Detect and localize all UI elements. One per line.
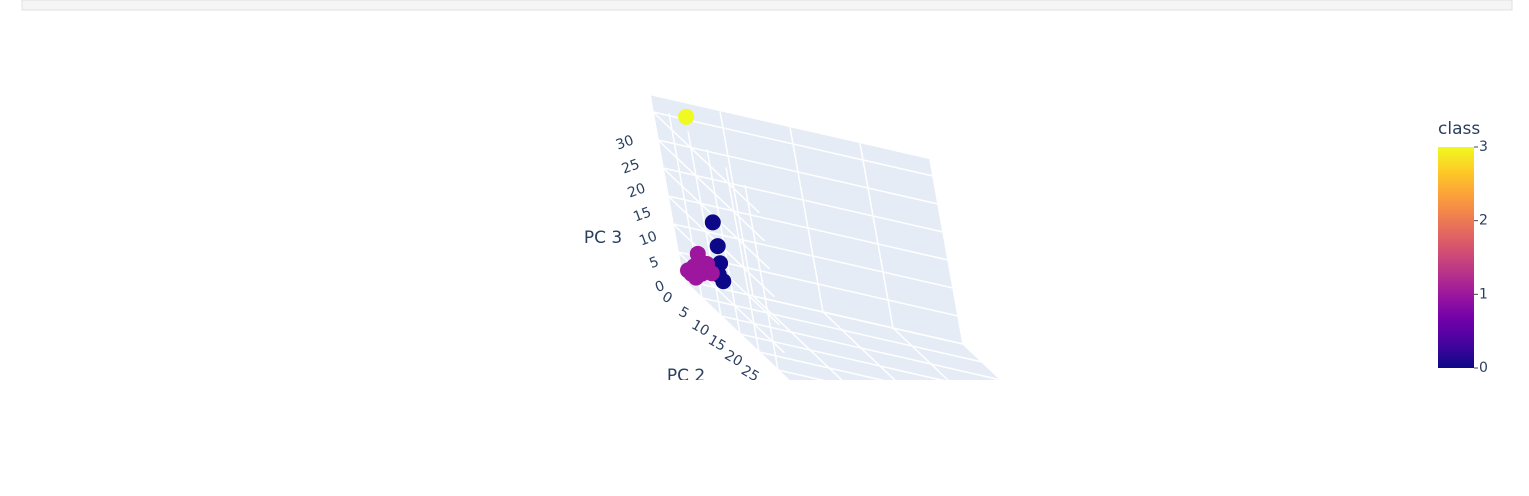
grid-line (892, 327, 949, 380)
z-tick-label: 25 (620, 156, 642, 177)
notebook-cell (21, 0, 1513, 11)
colorbar-tick-label: 2 (1479, 213, 1488, 229)
y-tick-label: 20 (722, 347, 745, 370)
y-axis-title: PC 2 (667, 366, 705, 386)
grid-line (744, 185, 779, 371)
grid-line (652, 111, 760, 214)
grid-line (758, 351, 885, 380)
z-axis-title: PC 3 (584, 228, 622, 248)
grid-line (720, 315, 1002, 380)
grid-line (789, 127, 824, 313)
z-tick-label: 20 (625, 180, 647, 201)
grid-line (667, 195, 949, 261)
z-tick-label: 30 (614, 132, 636, 153)
z-tick-label: 10 (637, 228, 659, 249)
grid-line (662, 167, 944, 233)
grid-line (687, 131, 722, 317)
y-tick-label: 15 (705, 332, 728, 355)
z-tick-label: 5 (647, 254, 661, 272)
colorbar-tick-label: 3 (1479, 139, 1488, 155)
colorbar-gradient (1438, 147, 1474, 368)
grid-line (739, 333, 945, 380)
grid-line (682, 279, 964, 345)
y-tick-label: 5 (676, 304, 692, 322)
data-point (704, 214, 721, 231)
data-point (699, 256, 715, 272)
grid-line (752, 295, 843, 380)
colorbar-title: class (1438, 119, 1480, 139)
grid-line (657, 139, 939, 205)
grid-line (719, 111, 754, 297)
grid-line (672, 223, 954, 289)
grid-line (859, 143, 894, 329)
data-point (715, 273, 732, 290)
grid-line (682, 279, 790, 380)
grid-line (822, 311, 896, 380)
grid-line (701, 297, 983, 363)
grid-line (929, 159, 964, 345)
colorbar-tick-label: 0 (1479, 360, 1488, 376)
grid-line (649, 95, 684, 281)
colorbar: class 0 1 2 3 (1438, 119, 1488, 376)
grid-line (962, 343, 1003, 380)
z-tick-label: 15 (631, 204, 653, 225)
grid-line (725, 167, 760, 353)
data-point (688, 269, 704, 286)
grid-line (657, 139, 765, 242)
y-tick-label: 10 (688, 317, 711, 340)
grid-line (652, 111, 934, 177)
y-tick-label: 25 (738, 363, 761, 386)
colorbar-tick-label: 1 (1479, 286, 1488, 302)
data-point (678, 108, 695, 125)
data-point (709, 238, 726, 255)
